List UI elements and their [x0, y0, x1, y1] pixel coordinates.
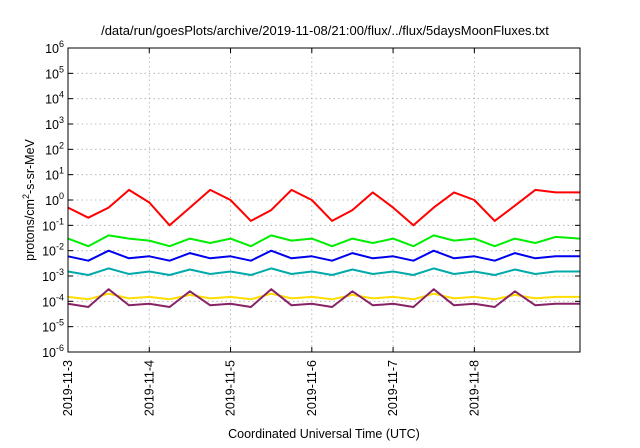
x-axis-label: Coordinated Universal Time (UTC)	[228, 427, 420, 441]
chart-title: /data/run/goesPlots/archive/2019-11-08/2…	[101, 23, 549, 38]
ticks	[67, 47, 580, 353]
y-tick-label: 10-6	[42, 343, 64, 360]
series-line-3	[67, 249, 580, 262]
y-axis-label: protons/cm2-s-sr-MeV	[21, 138, 37, 260]
grid	[68, 48, 580, 352]
x-tick-label: 2019-11-5	[224, 360, 238, 416]
y-tick-label: 105	[45, 64, 64, 81]
x-tick-labels: 2019-11-3 2019-11-4 2019-11-5 2019-11-6 2019…	[61, 360, 481, 416]
y-tick-label: 10-1	[42, 216, 64, 233]
x-tick-label: 2019-11-3	[61, 360, 75, 416]
y-tick-label: 102	[45, 140, 64, 157]
x-tick-label: 2019-11-4	[142, 360, 156, 416]
y-tick-label: 10-2	[42, 242, 64, 259]
y-tick-label: 103	[45, 115, 64, 132]
x-tick-label: 2019-11-6	[305, 360, 319, 416]
y-tick-labels: 106 105 104 103 102 101 100 10-1 10-2 10-3 10-4 10-…	[42, 39, 64, 360]
series-line-1	[67, 188, 580, 227]
series-layer	[67, 188, 581, 308]
series-line-5	[67, 292, 580, 301]
series-line-2	[67, 234, 581, 248]
y-tick-label: 10-5	[42, 318, 64, 335]
y-tick-label: 104	[45, 90, 64, 107]
y-axis-label-rest: -s-sr-MeV	[23, 138, 37, 194]
y-tick-label: 10-4	[42, 292, 64, 309]
y-tick-label: 10-3	[42, 267, 64, 284]
series-line-6	[67, 288, 580, 308]
series-line-4	[67, 267, 580, 276]
y-tick-label: 106	[45, 39, 64, 56]
x-tick-label: 2019-11-7	[386, 360, 400, 416]
y-tick-label: 101	[45, 166, 64, 183]
y-axis-label-base: protons/cm	[23, 199, 37, 261]
x-tick-label: 2019-11-8	[467, 360, 481, 416]
y-tick-label: 100	[45, 191, 64, 208]
y-axis-label-sup: 2	[21, 194, 31, 199]
